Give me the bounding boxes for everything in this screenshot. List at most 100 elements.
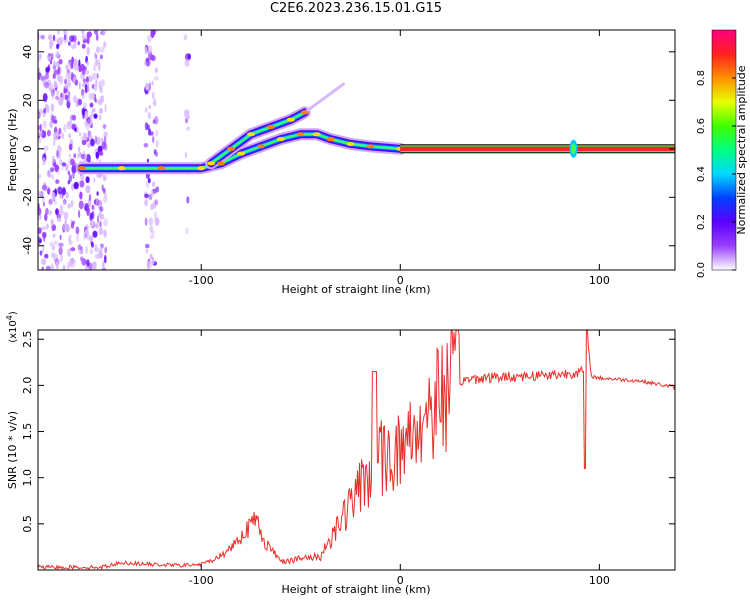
noise-speckle (51, 174, 54, 181)
band-hotspot (312, 132, 321, 137)
noise-speckle (51, 191, 56, 201)
noise-speckle (51, 91, 55, 100)
top-xtick-label: 100 (589, 274, 610, 287)
noise-speckle (147, 35, 152, 43)
noise-speckle (67, 203, 71, 209)
noise-speckle (65, 191, 69, 199)
bottom-xtick-label: 100 (589, 574, 610, 587)
noise-speckle (42, 93, 48, 102)
noise-speckle (69, 35, 75, 42)
noise-speckle (186, 126, 191, 131)
noise-speckle (63, 123, 67, 133)
noise-speckle (68, 153, 71, 158)
noise-speckle (68, 143, 73, 151)
noise-speckle (98, 227, 104, 235)
noise-speckle (86, 46, 90, 56)
noise-speckle (98, 250, 103, 259)
noise-speckle (57, 169, 60, 176)
noise-speckle (44, 73, 49, 80)
noise-speckle (65, 64, 69, 71)
noise-speckle (84, 154, 88, 159)
noise-speckle (144, 122, 149, 131)
noise-speckle (85, 69, 90, 75)
band-hotspot (296, 132, 305, 137)
noise-speckle (101, 262, 105, 268)
noise-speckle (78, 209, 81, 219)
noise-speckle (43, 107, 47, 114)
noise-speckle (102, 174, 107, 182)
noise-speckle (90, 212, 94, 219)
noise-speckle (66, 122, 72, 130)
noise-speckle (59, 234, 62, 241)
noise-speckle (95, 59, 101, 66)
noise-speckle (61, 91, 66, 101)
noise-speckle (58, 208, 64, 216)
noise-speckle (94, 51, 97, 59)
noise-speckle (58, 158, 63, 166)
noise-speckle (91, 108, 96, 113)
noise-speckle (89, 102, 94, 108)
noise-speckle (86, 85, 90, 93)
noise-speckle (187, 53, 191, 60)
noise-speckle (93, 113, 98, 119)
noise-speckle (64, 82, 70, 90)
noise-speckle (48, 172, 53, 178)
noise-speckle (49, 120, 53, 128)
noise-speckle (55, 90, 60, 96)
noise-speckle (70, 44, 75, 50)
noise-speckle (49, 39, 54, 47)
noise-speckle (79, 180, 85, 188)
bottom-y-axis-label: SNR (10 * v/v) (6, 411, 19, 489)
carrier-core (400, 146, 675, 151)
noise-speckle (45, 207, 49, 216)
noise-speckle (57, 73, 61, 83)
noise-speckle (48, 210, 53, 215)
noise-speckle (103, 131, 108, 138)
noise-speckle (72, 170, 75, 179)
noise-speckle (68, 41, 71, 46)
band-hotspot (276, 137, 285, 142)
noise-speckle (94, 135, 97, 145)
noise-speckle (103, 41, 107, 49)
noise-speckle (104, 254, 107, 264)
noise-speckle (50, 167, 55, 173)
noise-speckle (55, 179, 60, 185)
noise-speckle (78, 132, 82, 137)
noise-speckle (98, 151, 103, 156)
noise-speckle (93, 62, 97, 72)
noise-speckle (51, 155, 55, 161)
noise-speckle (53, 82, 58, 89)
noise-speckle (43, 145, 49, 152)
noise-speckle (150, 131, 154, 136)
noise-speckle (50, 263, 54, 270)
noise-speckle (84, 111, 89, 120)
noise-speckle (57, 128, 60, 134)
noise-speckle (70, 199, 74, 208)
noise-speckle (147, 111, 152, 120)
noise-speckle (55, 95, 60, 101)
noise-speckle (147, 177, 151, 184)
noise-speckle (103, 218, 108, 227)
noise-speckle (70, 158, 75, 166)
noise-speckle (101, 267, 107, 270)
noise-speckle (96, 73, 99, 79)
noise-speckle (152, 135, 155, 144)
noise-speckle (38, 130, 43, 137)
noise-speckle (45, 66, 50, 73)
colorbar-tick-label: 0.8 (696, 70, 707, 86)
noise-speckle (41, 226, 46, 231)
noise-speckle (155, 151, 159, 158)
noise-speckle (63, 34, 67, 41)
noise-speckle (39, 123, 42, 133)
noise-speckle (73, 58, 78, 67)
noise-speckle (185, 227, 189, 235)
noise-speckle (50, 103, 55, 113)
band-hotspot (256, 144, 265, 149)
noise-speckle (96, 191, 99, 196)
noise-speckle (153, 76, 159, 81)
colorbar-label: Normalized spectral amplitude (735, 65, 748, 234)
noise-speckle (183, 34, 188, 41)
noise-speckle (63, 30, 68, 36)
band-hotspot (266, 124, 275, 129)
noise-speckle (68, 174, 73, 183)
